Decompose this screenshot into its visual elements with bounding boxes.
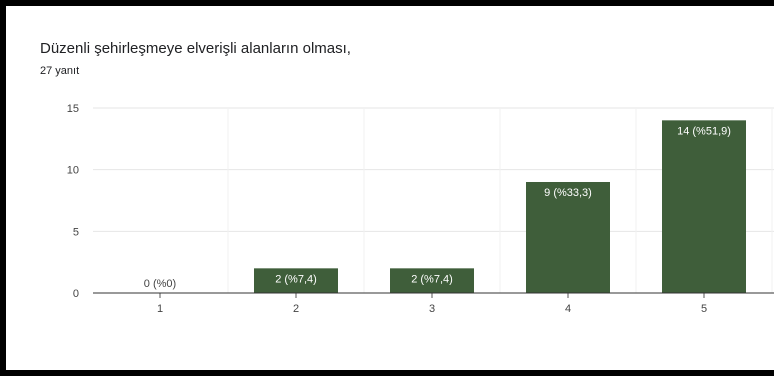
bar xyxy=(526,182,610,293)
data-label: 0 (%0) xyxy=(144,278,176,290)
bar xyxy=(662,120,746,293)
y-tick-label: 0 xyxy=(73,288,79,300)
bar xyxy=(254,268,338,293)
y-tick-label: 15 xyxy=(67,103,79,115)
data-label: 9 (%33,3) xyxy=(544,187,592,199)
x-tick-label: 2 xyxy=(293,303,299,315)
bar xyxy=(390,268,474,293)
y-tick-label: 10 xyxy=(67,165,79,177)
chart-title: Düzenli şehirleşmeye elverişli alanların… xyxy=(40,40,351,57)
data-label: 14 (%51,9) xyxy=(677,125,731,137)
x-tick-label: 4 xyxy=(565,303,571,315)
x-tick-label: 3 xyxy=(429,303,435,315)
response-count: 27 yanıt xyxy=(40,65,80,77)
bar-chart: 0 5 10 15 0 (%0) 1 2 (%7,4) 2 2 (%7,4) 3 9 (%33,3)… xyxy=(67,103,774,315)
x-tick-label: 1 xyxy=(157,303,163,315)
chart-card: Düzenli şehirleşmeye elverişli alanların… xyxy=(6,6,774,370)
data-label: 2 (%7,4) xyxy=(275,273,317,285)
y-tick-label: 5 xyxy=(73,226,79,238)
data-label: 2 (%7,4) xyxy=(411,273,453,285)
x-tick-label: 5 xyxy=(701,303,707,315)
